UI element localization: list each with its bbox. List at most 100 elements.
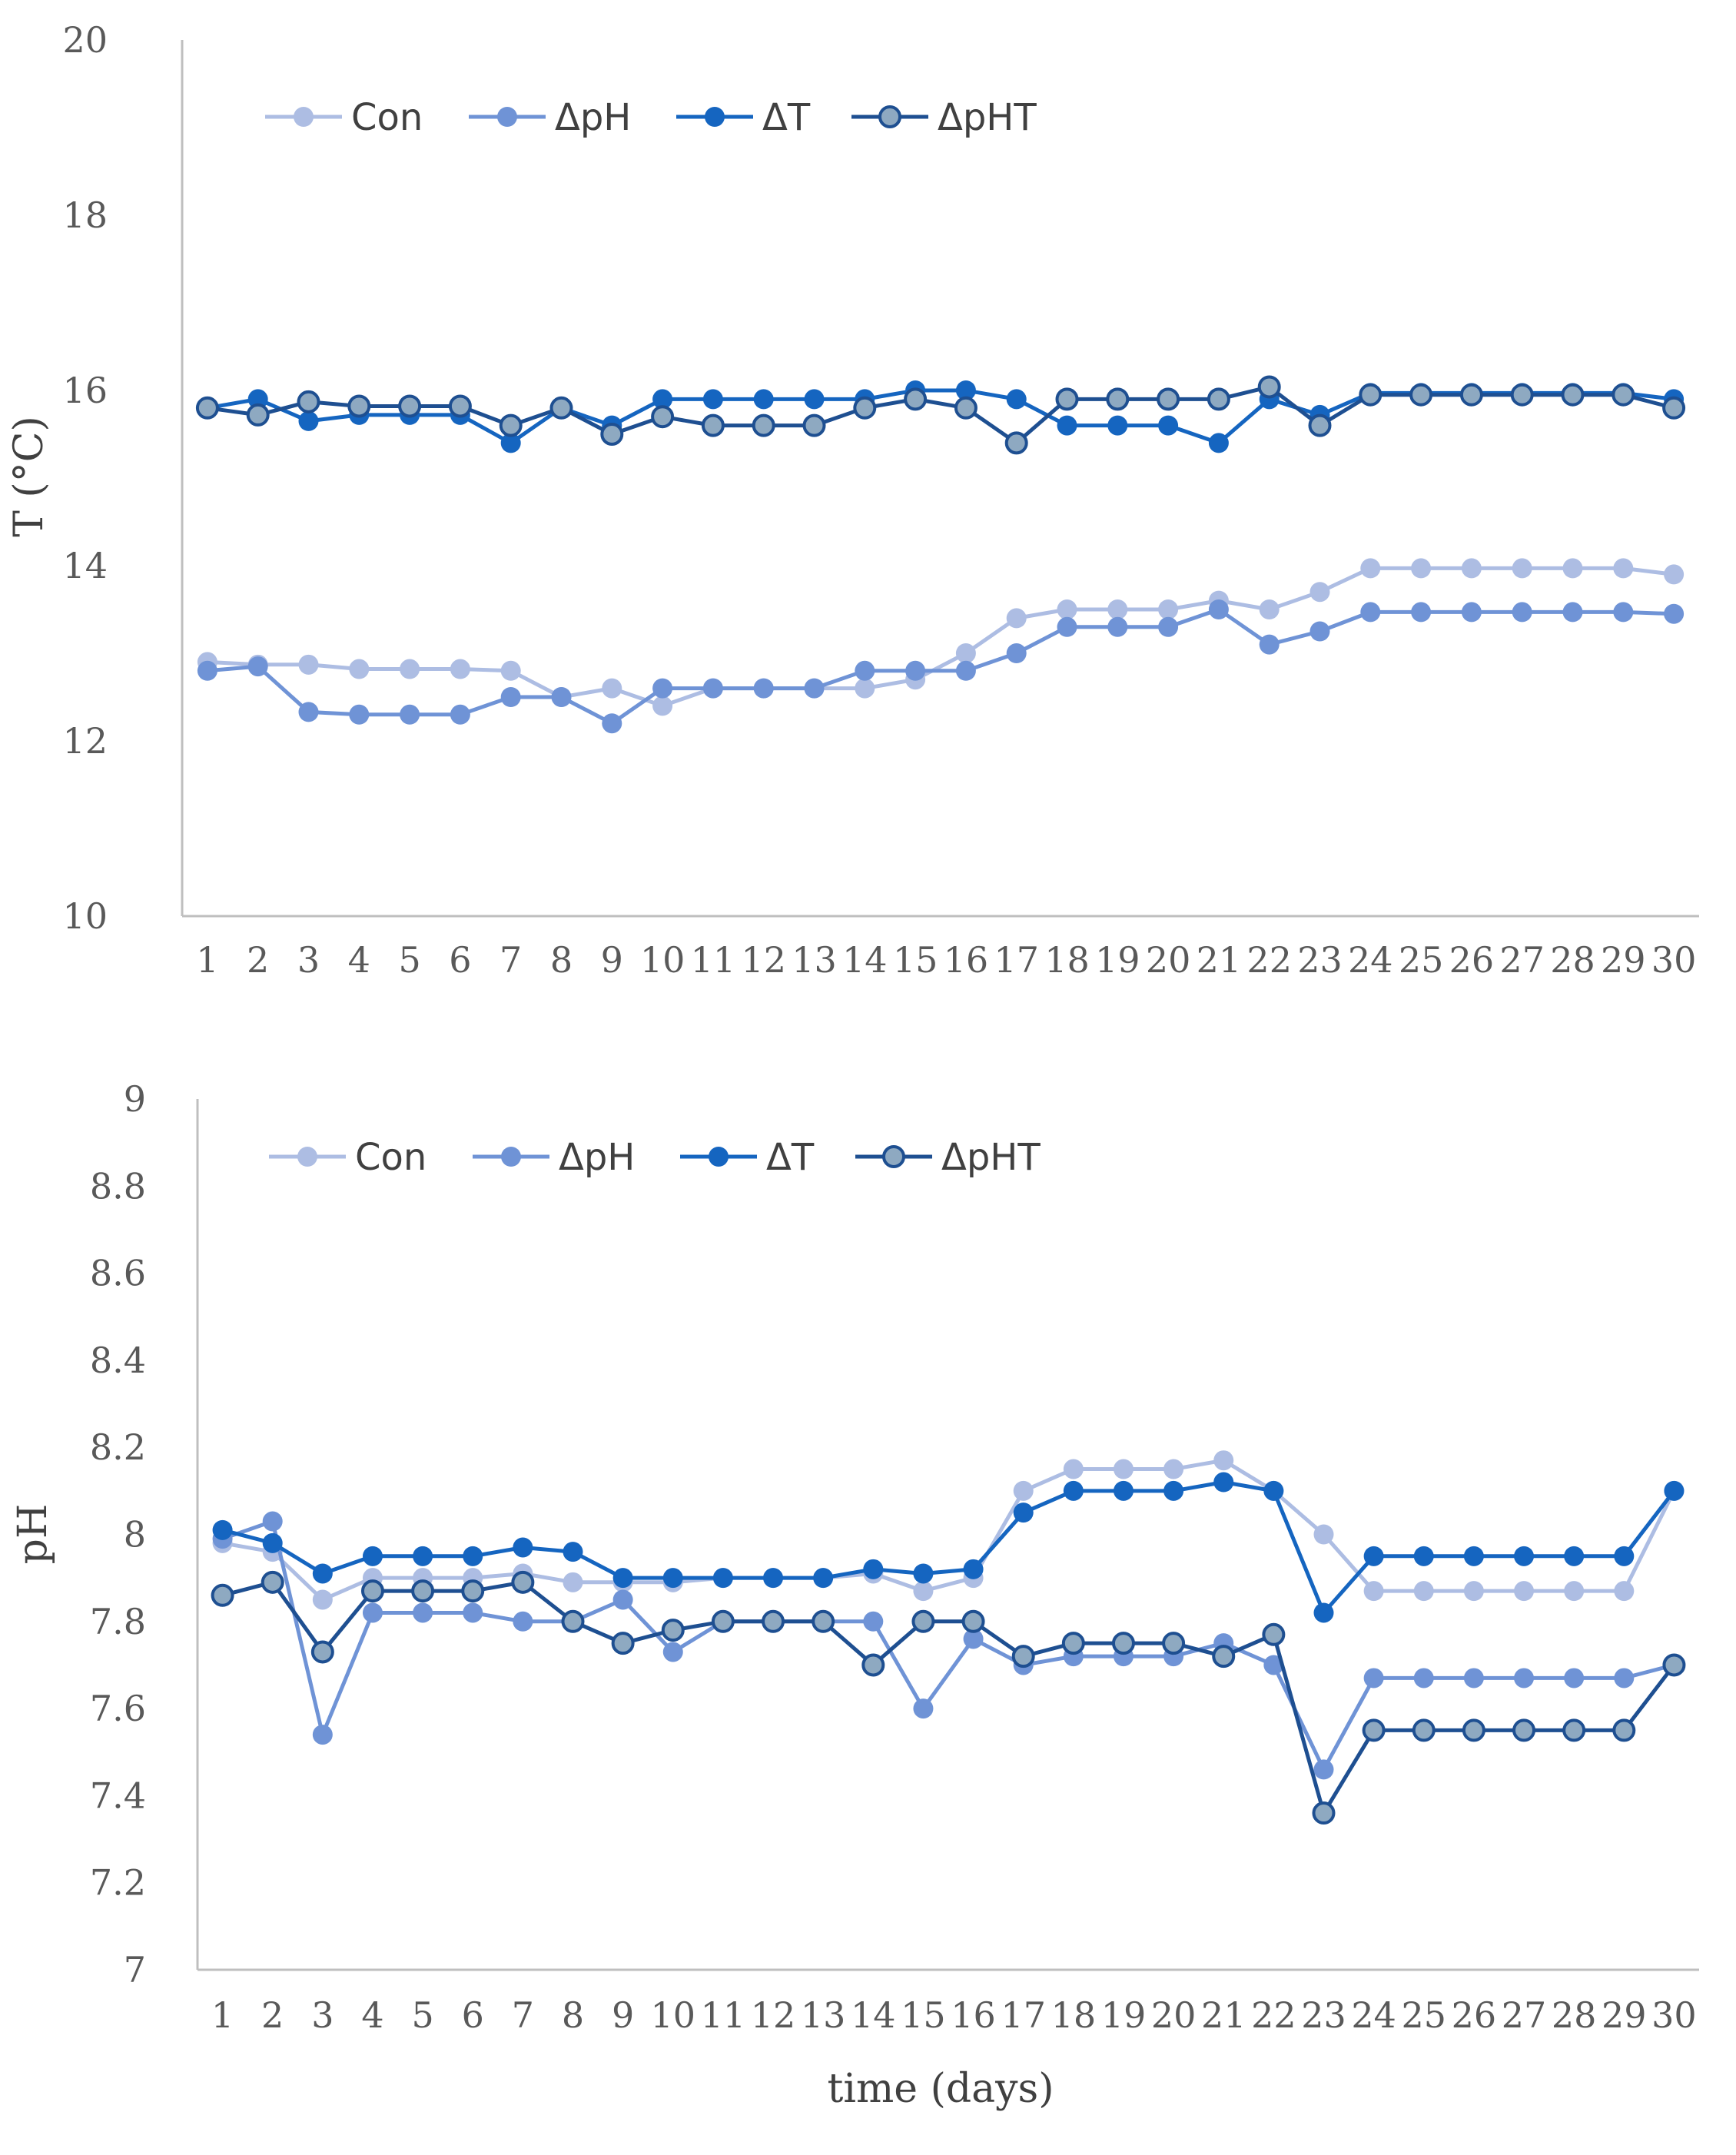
data-point-dpHT: [1157, 387, 1180, 411]
data-point-dpHT: [1162, 1632, 1186, 1655]
y-tick-label: 7.8: [90, 1601, 146, 1642]
data-point-Con: [1413, 1581, 1434, 1602]
data-point-dpH: [1309, 621, 1330, 642]
data-point-Con: [450, 659, 470, 679]
data-point-dT: [247, 389, 268, 410]
x-tick-label: 4: [361, 1994, 383, 2036]
y-axis-title: pH: [10, 1504, 56, 1565]
data-point-Con: [1057, 599, 1077, 619]
data-point-dT: [1057, 415, 1077, 436]
y-tick-label: 7.4: [90, 1775, 146, 1816]
data-point-Con: [1461, 558, 1482, 579]
x-tick-label: 26: [1449, 939, 1495, 981]
data-point-dpH: [551, 687, 572, 707]
data-point-dpH: [1363, 1668, 1384, 1688]
series-line-dpH: [221, 1519, 1675, 1771]
data-point-dpHT: [347, 394, 371, 418]
x-tick-label: 23: [1297, 939, 1343, 981]
data-point-dT: [1313, 1602, 1334, 1623]
series-dpHT: [211, 1570, 1686, 1825]
data-point-dT: [702, 389, 723, 410]
data-point-dT: [662, 1568, 683, 1589]
data-point-dpHT: [360, 1579, 384, 1603]
data-point-dpHT: [1257, 375, 1281, 399]
data-point-dpH: [500, 687, 521, 707]
data-point-dT: [1363, 1546, 1384, 1566]
data-point-Con: [1463, 1581, 1484, 1602]
y-tick-label: 8.4: [90, 1340, 146, 1381]
legend-marker-dpHT: [878, 105, 901, 128]
x-tick-label: 30: [1651, 939, 1697, 981]
data-point-dpHT: [448, 394, 472, 418]
data-point-dT: [262, 1532, 283, 1553]
data-point-dT: [1664, 1480, 1685, 1501]
data-point-dpH: [1514, 1668, 1535, 1688]
data-point-dpHT: [461, 1579, 485, 1603]
data-point-dpH: [612, 1589, 633, 1610]
data-point-dpHT: [1462, 1718, 1485, 1742]
data-point-dT: [1063, 1480, 1084, 1501]
data-point-dpHT: [411, 1579, 435, 1603]
x-tick-label: 13: [792, 939, 837, 981]
data-point-Con: [1313, 1524, 1334, 1545]
data-point-Con: [1411, 558, 1432, 579]
data-point-dpHT: [511, 1570, 535, 1594]
data-point-dpHT: [600, 423, 624, 446]
data-point-dT: [1463, 1546, 1484, 1566]
y-tick-label: 10: [62, 895, 108, 937]
y-tick-label: 8.8: [90, 1165, 146, 1207]
data-point-dpHT: [1662, 1653, 1686, 1677]
data-point-dpH: [804, 678, 825, 699]
x-tick-label: 1: [196, 939, 218, 981]
y-tick-label: 14: [62, 545, 108, 586]
y-tick-label: 8.2: [90, 1426, 146, 1468]
data-point-dpH: [298, 702, 319, 722]
data-point-dpH: [1512, 602, 1532, 623]
x-tick-label: 25: [1401, 1994, 1446, 2036]
y-tick-label: 8.6: [90, 1253, 146, 1294]
series-dT: [212, 1472, 1685, 1623]
y-tick-label: 20: [62, 19, 108, 61]
data-point-Con: [1363, 1581, 1384, 1602]
data-point-dpH: [400, 704, 420, 725]
data-point-dpH: [1564, 1668, 1585, 1688]
x-tick-label: 29: [1602, 1994, 1647, 2036]
x-tick-label: 9: [612, 1994, 634, 2036]
data-point-dpH: [1107, 616, 1128, 637]
data-point-Con: [1113, 1459, 1134, 1479]
legend-marker-dT: [709, 1147, 729, 1167]
data-point-Con: [1158, 599, 1179, 619]
legend-marker-dpH: [497, 107, 517, 127]
x-tick-label: 11: [691, 939, 736, 981]
data-point-dpHT: [1662, 396, 1686, 420]
y-tick-label: 8: [124, 1514, 146, 1556]
data-point-dpHT: [802, 413, 826, 437]
data-point-dpHT: [549, 396, 573, 420]
x-tick-label: 25: [1399, 939, 1444, 981]
x-tick-label: 18: [1051, 1994, 1097, 2036]
series-Con: [212, 1450, 1685, 1610]
data-point-Con: [652, 696, 673, 716]
series-line-Con: [222, 1458, 1676, 1602]
data-point-dT: [413, 1546, 433, 1566]
data-point-dpHT: [1061, 1632, 1085, 1655]
data-point-dpH: [1562, 602, 1583, 623]
x-tick-label: 17: [1001, 1994, 1046, 2036]
data-point-dpH: [955, 660, 976, 681]
data-point-dT: [212, 1519, 233, 1540]
x-tick-label: 22: [1251, 1994, 1296, 2036]
data-point-dpHT: [261, 1570, 284, 1594]
data-point-Con: [1013, 1480, 1034, 1501]
data-point-dT: [753, 389, 774, 410]
data-point-dpHT: [961, 1609, 985, 1633]
y-axis-title: T (°C): [6, 416, 52, 537]
data-point-dpHT: [904, 387, 928, 411]
x-tick-label: 17: [994, 939, 1039, 981]
x-tick-label: 12: [741, 939, 786, 981]
data-point-dpHT: [1359, 383, 1382, 407]
data-point-dT: [712, 1568, 733, 1589]
data-point-dpH: [1461, 602, 1482, 623]
data-point-dpHT: [1011, 1645, 1035, 1669]
data-point-dpH: [1158, 616, 1179, 637]
data-point-dT: [1208, 433, 1229, 453]
